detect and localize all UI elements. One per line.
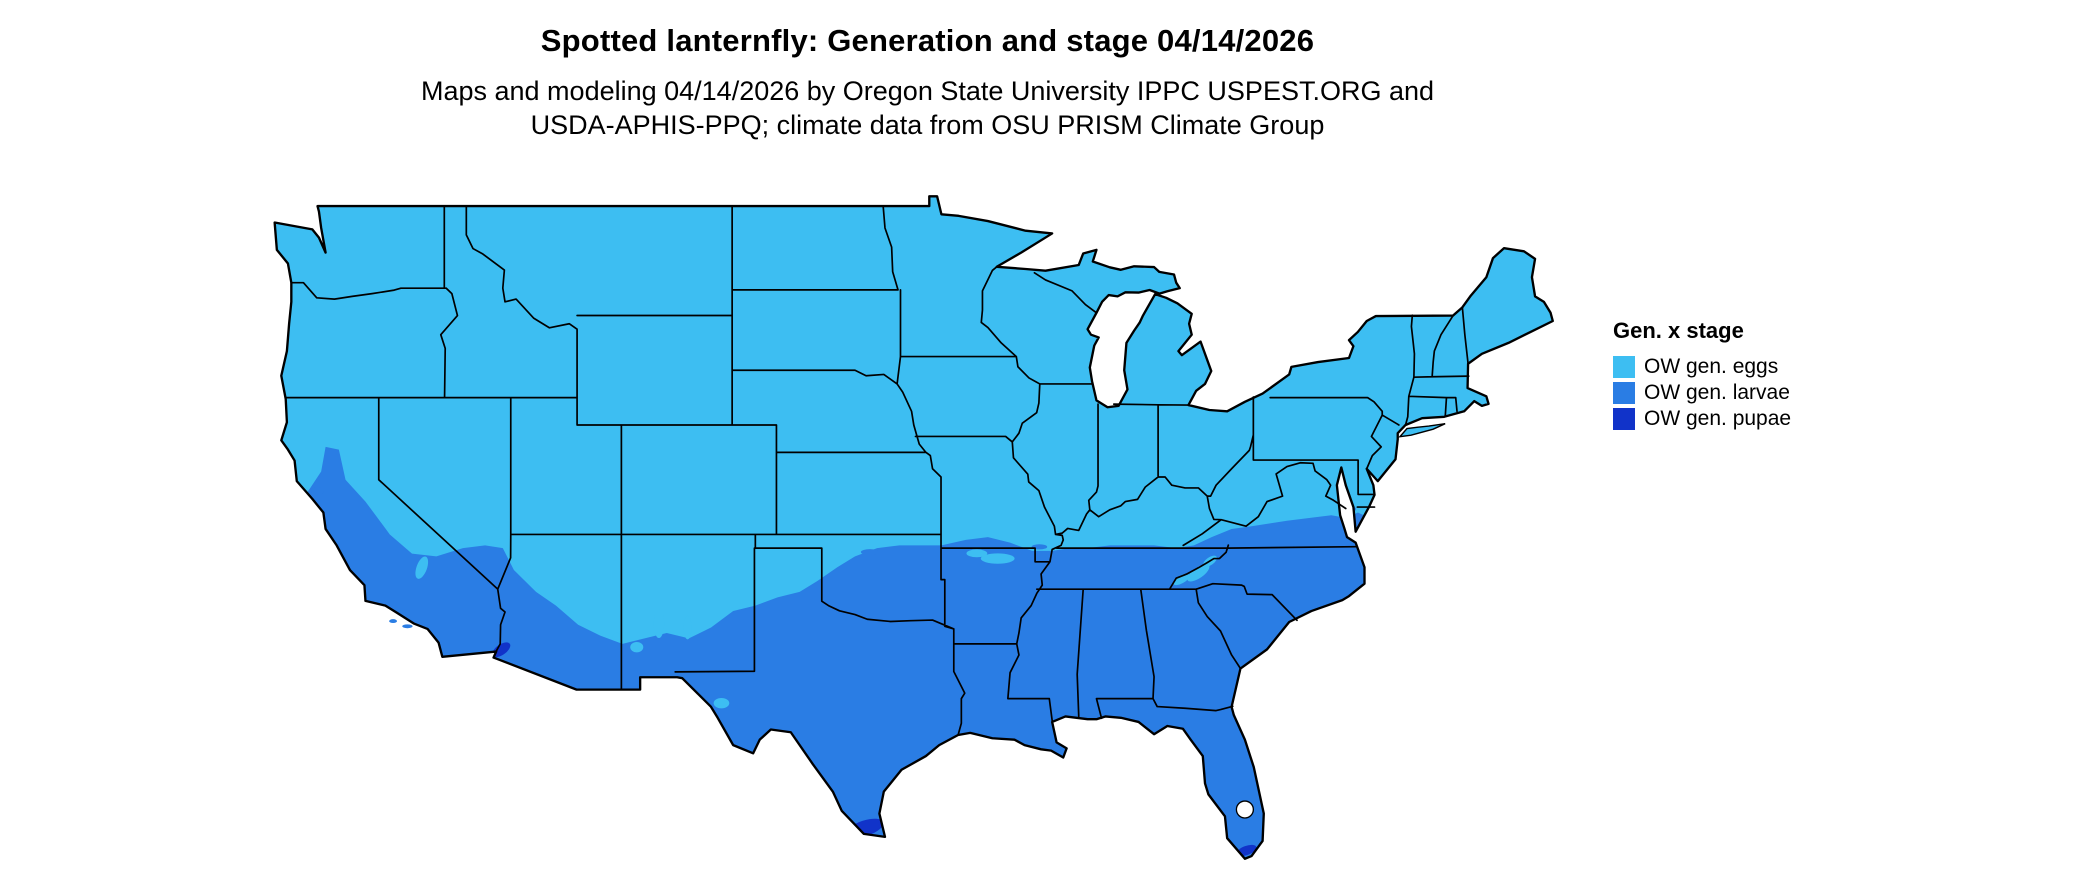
subtitle-line-1: Maps and modeling 04/14/2026 by Oregon S…	[420, 76, 1435, 106]
egg-speckles	[415, 549, 1217, 709]
us-map	[268, 192, 1558, 886]
page-subtitle: Maps and modeling 04/14/2026 by Oregon S…	[0, 74, 1855, 142]
state-borders	[284, 205, 1470, 736]
legend-swatch-pupae-icon	[1613, 407, 1635, 430]
channel-islands	[389, 619, 413, 629]
page-title: Spotted lanternfly: Generation and stage…	[540, 23, 1315, 58]
legend-item-larvae: OW gen. larvae	[1613, 381, 1791, 404]
pupae-patch-lower-colorado	[492, 642, 511, 658]
legend: Gen. x stage OW gen. eggs OW gen. larvae…	[1613, 318, 1791, 433]
legend-label-larvae: OW gen. larvae	[1644, 380, 1790, 404]
legend-label-eggs: OW gen. eggs	[1644, 354, 1779, 378]
legend-item-pupae: OW gen. pupae	[1613, 407, 1791, 430]
legend-item-eggs: OW gen. eggs	[1613, 355, 1791, 378]
long-island	[1398, 422, 1446, 438]
us-map-svg	[273, 195, 1554, 860]
legend-title: Gen. x stage	[1613, 318, 1744, 343]
legend-swatch-larvae-icon	[1613, 381, 1635, 404]
legend-swatch-eggs-icon	[1613, 355, 1635, 378]
lake-okeechobee	[1235, 800, 1255, 819]
header: Spotted lanternfly: Generation and stage…	[0, 22, 1855, 142]
legend-label-pupae: OW gen. pupae	[1644, 406, 1792, 430]
subtitle-line-2: USDA-APHIS-PPQ; climate data from OSU PR…	[530, 110, 1325, 140]
